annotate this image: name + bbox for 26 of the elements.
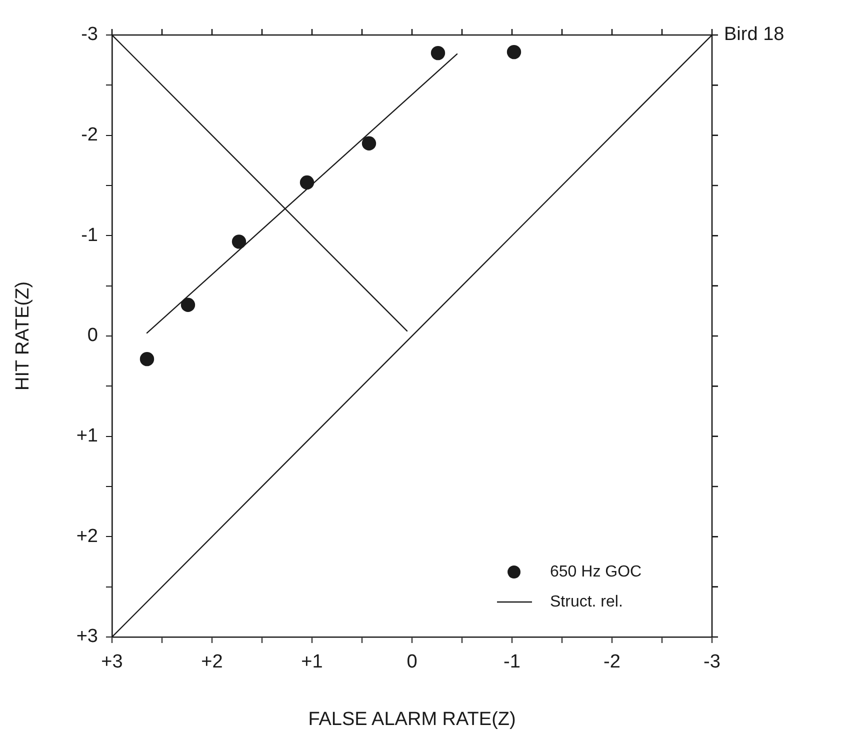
x-tick-label: +2 bbox=[201, 652, 223, 673]
y-tick-label: +3 bbox=[76, 626, 98, 648]
y-tick-label: +1 bbox=[76, 426, 98, 447]
point bbox=[232, 234, 246, 249]
point bbox=[180, 298, 196, 312]
x-tick-label: +1 bbox=[301, 652, 323, 673]
x-tick-label: +3 bbox=[101, 652, 123, 673]
y-tick-label: +2 bbox=[76, 526, 98, 547]
y-tick-label: -3 bbox=[81, 24, 98, 46]
point bbox=[300, 175, 314, 190]
text: Bird 18 bbox=[724, 24, 784, 46]
y-tick-label: 0 bbox=[87, 325, 98, 346]
x-axis-title: FALSE ALARM RATE(Z) bbox=[308, 708, 516, 730]
legend-label: 650 Hz GOC bbox=[550, 563, 642, 580]
y-tick-label: -2 bbox=[81, 124, 98, 146]
y-axis-title: HIT RATE(Z) bbox=[12, 281, 34, 391]
x-tick-label: -1 bbox=[504, 652, 520, 673]
y-tick-label: -1 bbox=[81, 224, 98, 246]
point bbox=[430, 46, 446, 60]
x-tick-label: -2 bbox=[604, 652, 620, 673]
legend-label: Struct. rel. bbox=[550, 593, 623, 610]
point bbox=[506, 44, 522, 60]
x-tick-label: 0 bbox=[406, 652, 418, 673]
x-tick-label: -3 bbox=[704, 652, 720, 673]
point bbox=[140, 352, 154, 366]
point bbox=[362, 136, 376, 150]
